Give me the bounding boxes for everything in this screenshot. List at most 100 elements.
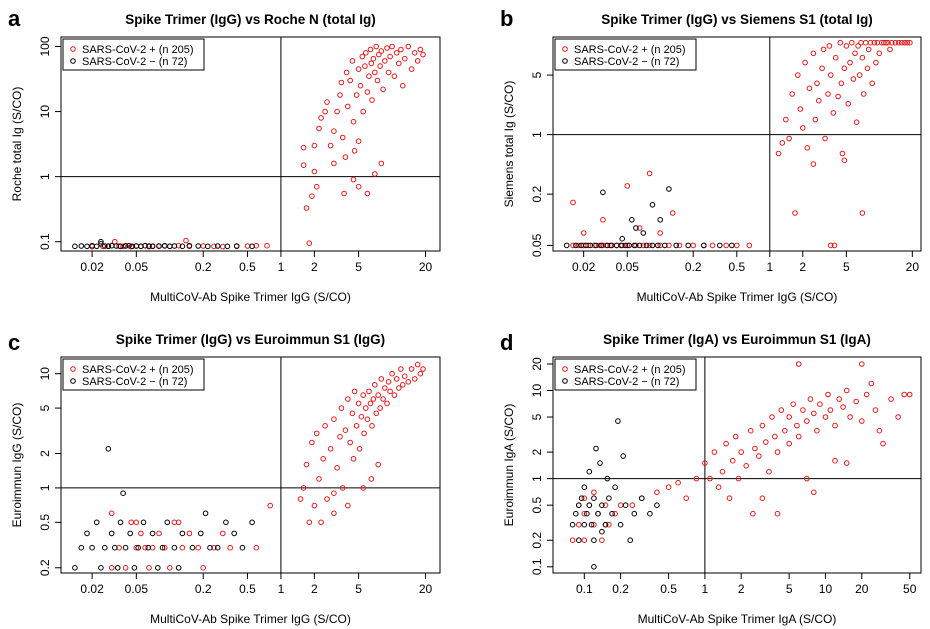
data-point xyxy=(759,422,766,429)
data-point xyxy=(408,66,415,72)
data-point xyxy=(89,544,95,551)
data-point xyxy=(907,39,913,46)
legend-marker xyxy=(70,58,76,64)
data-point xyxy=(373,43,380,50)
data-point xyxy=(569,537,576,544)
data-point xyxy=(297,496,304,502)
data-point xyxy=(774,449,781,455)
data-point xyxy=(156,243,162,249)
data-point xyxy=(876,50,883,57)
y-tick-label: 5 xyxy=(530,71,544,78)
data-point xyxy=(647,510,653,517)
data-point xyxy=(593,445,599,452)
data-point xyxy=(599,528,605,535)
data-point xyxy=(766,468,772,475)
data-point xyxy=(872,407,879,413)
x-tick-label: 20 xyxy=(855,582,869,596)
data-point xyxy=(131,565,138,571)
data-point xyxy=(810,161,817,167)
data-point xyxy=(316,125,322,132)
data-point xyxy=(377,405,383,411)
data-point xyxy=(102,243,108,249)
data-point xyxy=(382,58,388,64)
x-tick-label: 5 xyxy=(355,260,362,274)
data-point xyxy=(715,484,722,491)
data-point xyxy=(802,59,808,66)
data-point xyxy=(617,502,624,509)
data-point xyxy=(345,103,351,110)
data-point xyxy=(108,565,115,571)
data-point xyxy=(778,407,785,413)
data-point xyxy=(343,69,350,76)
data-point xyxy=(211,544,217,551)
series-positive xyxy=(89,43,426,250)
data-point xyxy=(591,537,597,544)
data-point xyxy=(609,510,615,517)
data-point xyxy=(619,235,626,242)
data-point xyxy=(138,530,144,537)
data-point xyxy=(122,565,129,571)
data-point xyxy=(353,92,360,98)
data-point xyxy=(345,396,351,402)
data-point xyxy=(604,475,611,482)
x-tick-label: 0.5 xyxy=(660,582,677,596)
data-point xyxy=(845,101,852,107)
data-point xyxy=(811,489,817,496)
data-point xyxy=(615,418,621,424)
data-point xyxy=(862,39,869,46)
y-axis-label: Euroimmun IgG (S/CO) xyxy=(10,403,24,528)
data-point xyxy=(624,242,631,249)
data-point xyxy=(901,391,908,398)
data-point xyxy=(400,82,406,89)
data-point xyxy=(841,65,848,72)
data-point xyxy=(868,380,875,387)
data-point xyxy=(612,510,618,517)
data-point xyxy=(595,510,601,517)
data-point xyxy=(580,230,587,236)
data-point xyxy=(606,495,612,502)
data-point xyxy=(156,530,162,537)
data-point xyxy=(342,427,349,434)
data-point xyxy=(586,502,593,509)
data-point xyxy=(179,530,186,537)
data-point xyxy=(398,366,404,372)
data-point xyxy=(800,125,806,131)
data-point xyxy=(142,242,148,249)
data-point xyxy=(581,484,588,491)
data-point xyxy=(117,243,124,250)
data-point xyxy=(581,495,588,502)
data-point xyxy=(795,72,801,78)
data-point xyxy=(363,405,369,411)
data-point xyxy=(581,537,588,544)
data-point xyxy=(707,475,713,482)
data-point xyxy=(370,396,377,402)
data-point xyxy=(129,243,136,250)
data-point xyxy=(883,39,889,46)
x-tick-label: 2 xyxy=(311,260,318,274)
data-point xyxy=(368,476,375,482)
y-tick-label: 0.2 xyxy=(530,532,544,549)
data-point xyxy=(827,242,834,249)
data-point xyxy=(600,217,606,223)
legend-box xyxy=(554,38,697,71)
data-point xyxy=(591,564,597,570)
y-tick-label: 10 xyxy=(530,384,544,398)
x-tick-label: 1 xyxy=(278,260,285,274)
x-tick-label: 0.2 xyxy=(612,582,629,596)
data-point xyxy=(311,142,318,149)
data-point xyxy=(576,521,582,528)
data-point xyxy=(387,53,393,60)
data-point xyxy=(585,242,592,249)
data-point xyxy=(108,530,115,537)
data-point xyxy=(836,396,843,402)
panel-letter: b xyxy=(500,6,513,31)
x-tick-label: 0.02 xyxy=(572,260,596,274)
data-point xyxy=(570,199,576,206)
data-point xyxy=(161,544,168,551)
data-point xyxy=(855,43,861,49)
data-point xyxy=(588,521,595,528)
data-point xyxy=(373,410,380,417)
panel-a: a Spike Trimer (IgG) vs Roche N (total Ig… xyxy=(8,6,441,304)
x-tick-label: 2 xyxy=(738,582,745,596)
data-point xyxy=(334,108,340,115)
